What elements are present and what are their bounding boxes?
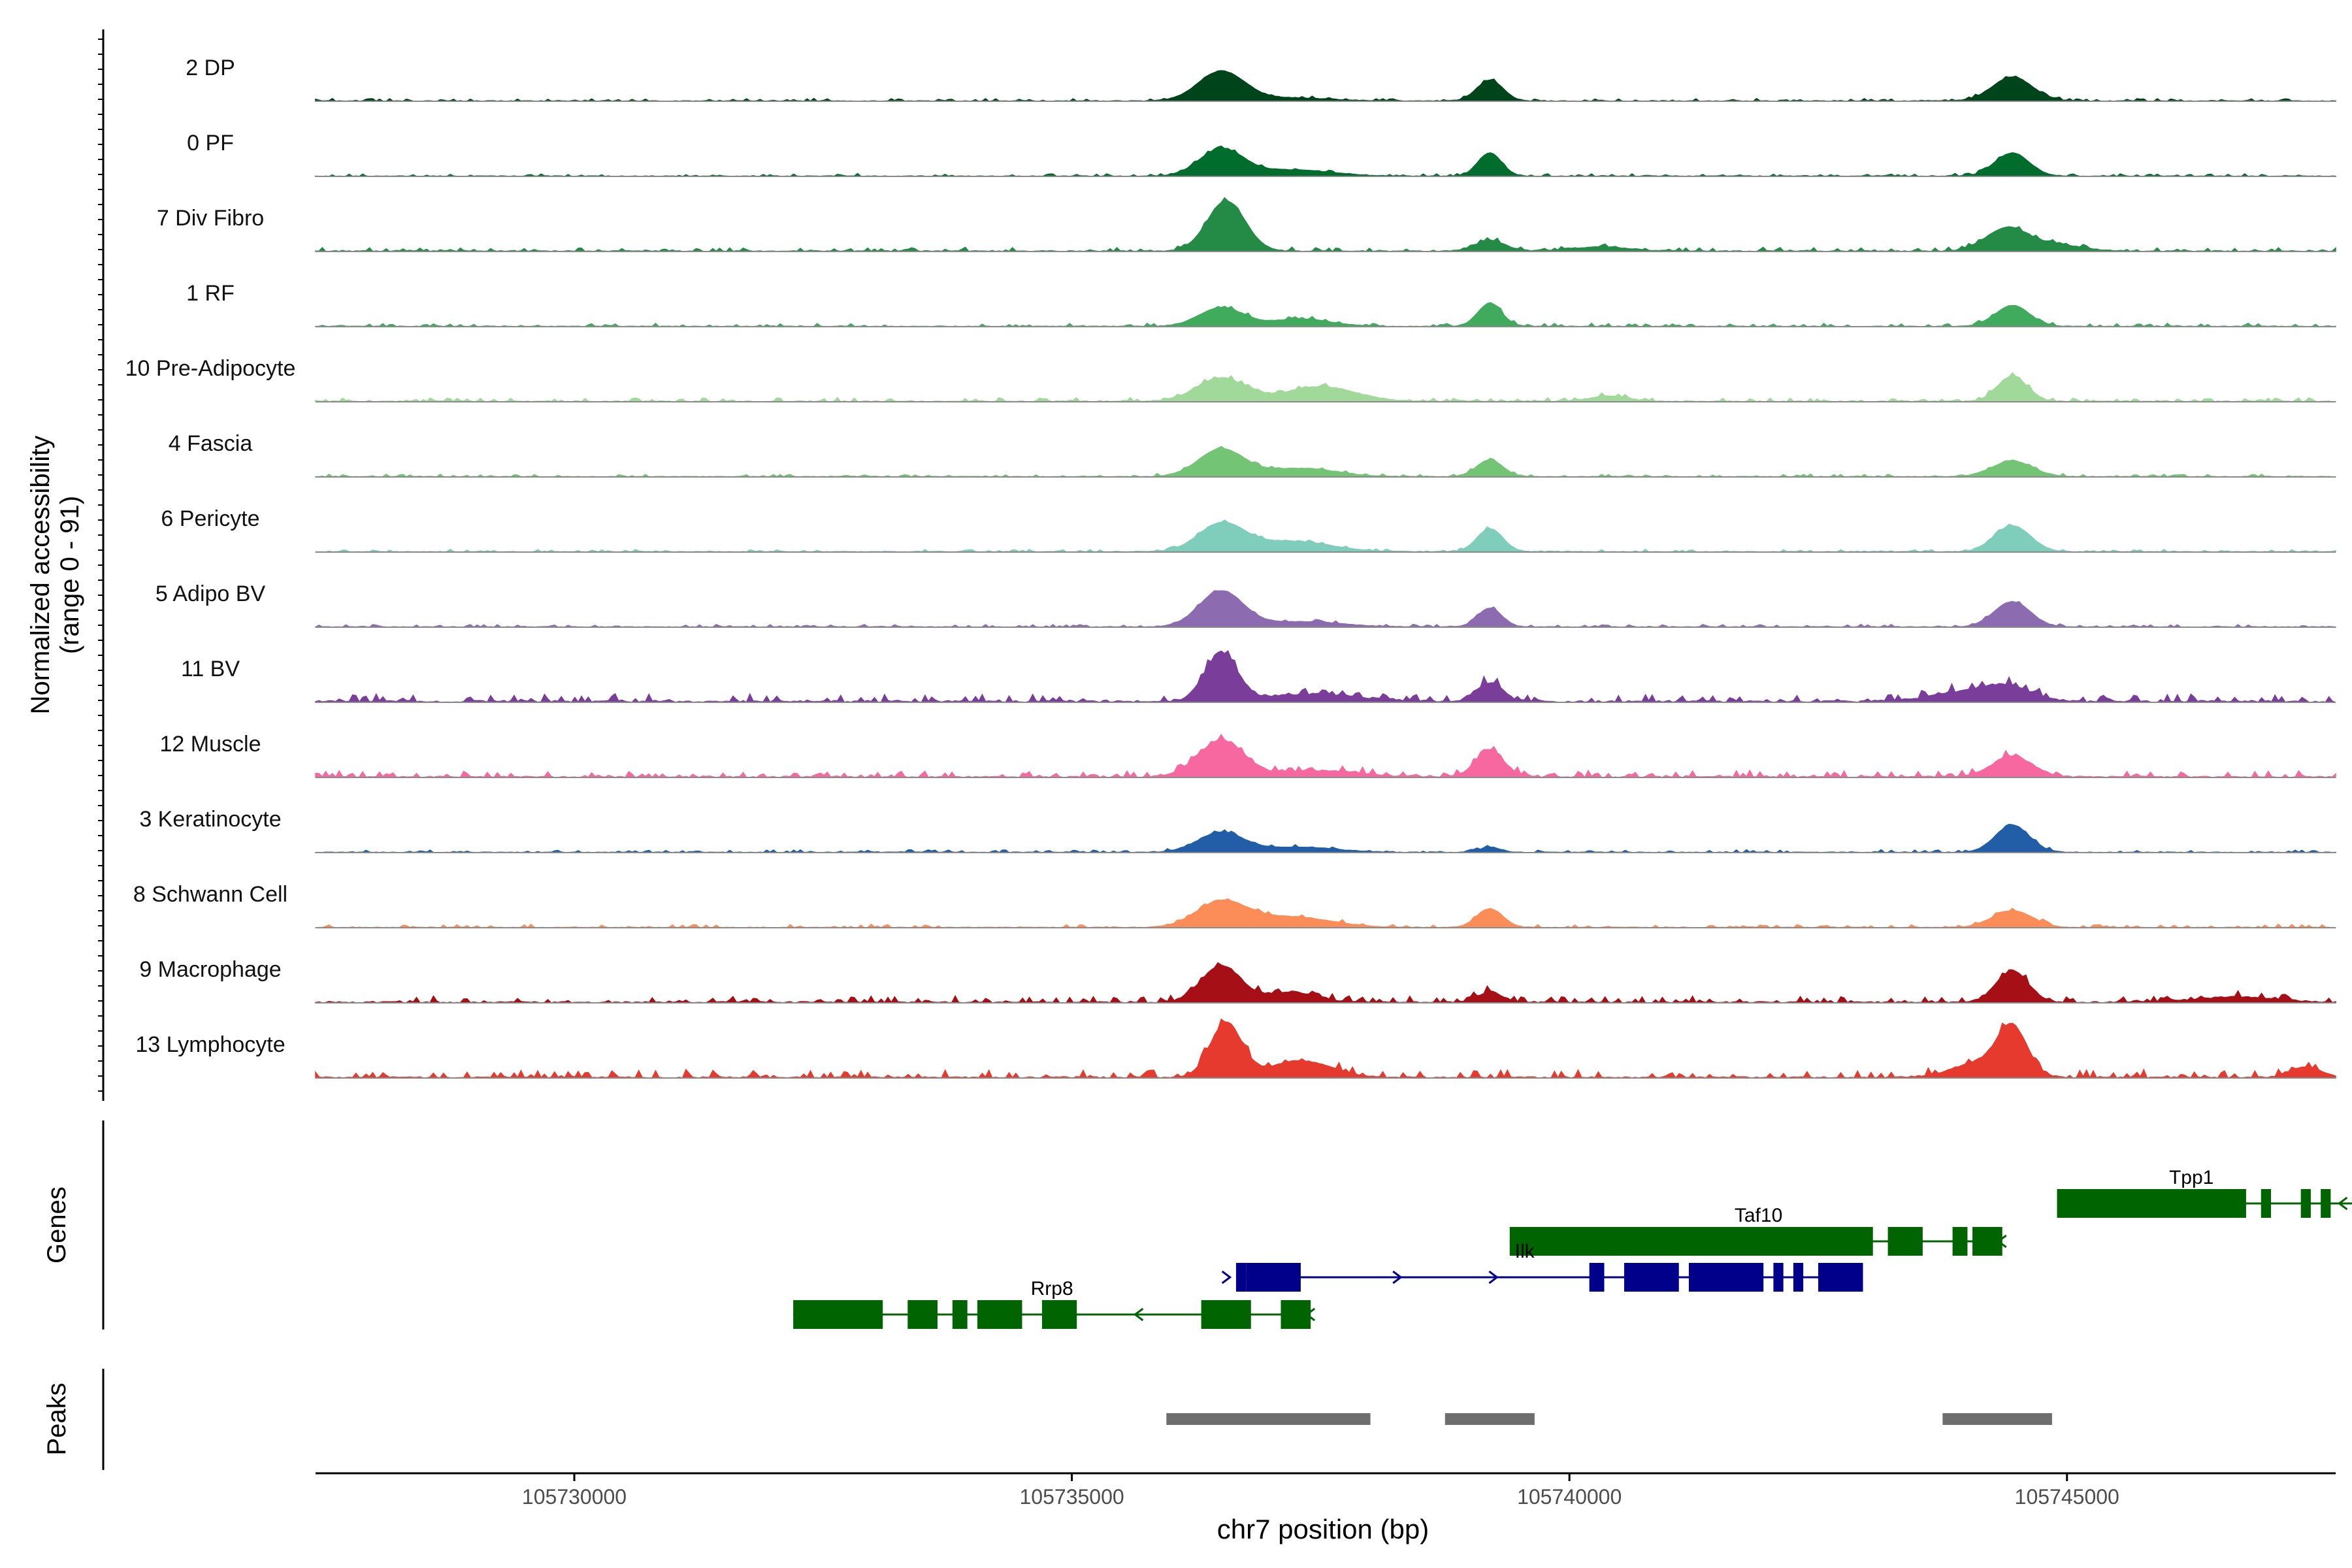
gene-exon	[793, 1300, 883, 1329]
track-area	[315, 590, 2336, 628]
strand-chevron	[1392, 1270, 1403, 1284]
gene-exon	[1246, 1263, 1301, 1292]
track-14: 13 Lymphocyte	[135, 1018, 2336, 1079]
peaks-panel	[1166, 1413, 2052, 1425]
y-axis-label-line1: Normalized accessibility	[26, 436, 55, 715]
track-area	[315, 898, 2336, 928]
y-axis-label-line2: (range 0 - 91)	[56, 496, 84, 654]
track-area	[315, 649, 2336, 703]
track-label: 1 RF	[186, 281, 235, 306]
x-tick-label: 105735000	[1020, 1485, 1124, 1509]
gene-exon	[907, 1300, 938, 1329]
gene-exon	[1773, 1263, 1784, 1292]
track-13: 9 Macrophage	[139, 957, 2336, 1004]
gene-exon	[1281, 1300, 1311, 1329]
track-area	[315, 1018, 2336, 1079]
gene-exon	[1972, 1227, 2002, 1256]
gene-exon	[2321, 1189, 2331, 1218]
genes-panel: Tpp1 Taf10 Ilk Rrp8	[793, 1167, 2352, 1329]
track-label: 8 Schwann Cell	[133, 882, 287, 907]
track-label: 6 Pericyte	[161, 506, 259, 531]
track-area	[315, 519, 2336, 553]
gene-taf10: Taf10	[1509, 1205, 2007, 1256]
gene-exon	[2300, 1189, 2311, 1218]
track-label: 2 DP	[186, 56, 235, 80]
strand-chevron	[1488, 1270, 1499, 1284]
gene-label: Rrp8	[1031, 1278, 1073, 1299]
track-label: 4 Fascia	[169, 431, 253, 456]
gene-ilk: Ilk	[1221, 1241, 1863, 1292]
track-area	[315, 962, 2336, 1004]
track-label: 9 Macrophage	[139, 957, 281, 982]
track-12: 8 Schwann Cell	[133, 882, 2336, 928]
x-axis: 105730000 105735000 105740000 105745000	[316, 1472, 2336, 1509]
track-area	[315, 734, 2336, 779]
track-area	[315, 70, 2336, 102]
track-area	[315, 823, 2336, 853]
x-axis-label: chr7 position (bp)	[1217, 1514, 1429, 1544]
track-area	[315, 197, 2336, 252]
gene-exon	[1201, 1300, 1251, 1329]
track-label: 5 Adipo BV	[155, 581, 266, 606]
track-1: 2 DP	[186, 56, 2336, 102]
strand-chevron	[1133, 1307, 1144, 1322]
peak-region	[1942, 1413, 2052, 1425]
track-3: 7 Div Fibro	[157, 197, 2336, 252]
gene-exon	[1818, 1263, 1863, 1292]
genes-panel-label: Genes	[42, 1186, 71, 1264]
gene-exon	[1509, 1227, 1873, 1256]
gene-exon	[1235, 1263, 1247, 1292]
peak-region	[1166, 1413, 1371, 1425]
track-label: 0 PF	[187, 131, 234, 155]
track-label: 10 Pre-Adipocyte	[125, 356, 296, 381]
peak-region	[1445, 1413, 1535, 1425]
track-label: 3 Keratinocyte	[139, 807, 281, 832]
gene-label: Tpp1	[2169, 1167, 2213, 1188]
gene-exon	[1952, 1227, 1968, 1256]
track-5: 10 Pre-Adipocyte	[125, 356, 2336, 402]
x-tick-label: 105745000	[2015, 1485, 2119, 1509]
gene-exon	[977, 1300, 1022, 1329]
accessibility-track-panel: 2 DP 0 PF 7 Div Fibro 1 RF 10 Pre-Adipocyte 4…	[125, 56, 2336, 1079]
track-4: 1 RF	[186, 281, 2336, 327]
track-area	[315, 446, 2336, 478]
track-area	[315, 145, 2336, 177]
track-6: 4 Fascia	[169, 431, 2336, 478]
x-tick-label: 105730000	[522, 1485, 627, 1509]
track-8: 5 Adipo BV	[155, 581, 2336, 628]
track-9: 11 BV	[181, 649, 2336, 703]
track-11: 3 Keratinocyte	[139, 807, 2336, 853]
track-label: 12 Muscle	[160, 732, 261, 757]
gene-exon	[1624, 1263, 1679, 1292]
track-label: 13 Lymphocyte	[135, 1032, 285, 1057]
track-area	[315, 372, 2336, 402]
x-tick-label: 105740000	[1517, 1485, 1622, 1509]
gene-label: Ilk	[1515, 1241, 1535, 1262]
gene-exon	[1589, 1263, 1605, 1292]
track-label: 7 Div Fibro	[157, 206, 264, 231]
gene-exon	[1688, 1263, 1764, 1292]
gene-label: Taf10	[1735, 1205, 1782, 1226]
gene-exon	[952, 1300, 968, 1329]
peaks-panel-label: Peaks	[42, 1382, 71, 1455]
track-label: 11 BV	[181, 657, 240, 681]
track-2: 0 PF	[187, 131, 2336, 177]
track-7: 6 Pericyte	[161, 506, 2336, 553]
track-area	[315, 302, 2336, 327]
track-10: 12 Muscle	[160, 732, 2336, 779]
accessibility-y-axis	[98, 29, 105, 1101]
strand-chevron	[1221, 1270, 1232, 1284]
strand-chevron	[2337, 1196, 2348, 1211]
gene-rrp8: Rrp8	[793, 1278, 1316, 1329]
gene-exon	[1041, 1300, 1077, 1329]
gene-exon	[2261, 1189, 2271, 1218]
gene-exon	[1793, 1263, 1804, 1292]
gene-exon	[2057, 1189, 2246, 1218]
gene-tpp1: Tpp1	[2057, 1167, 2352, 1218]
gene-exon	[1887, 1227, 1923, 1256]
